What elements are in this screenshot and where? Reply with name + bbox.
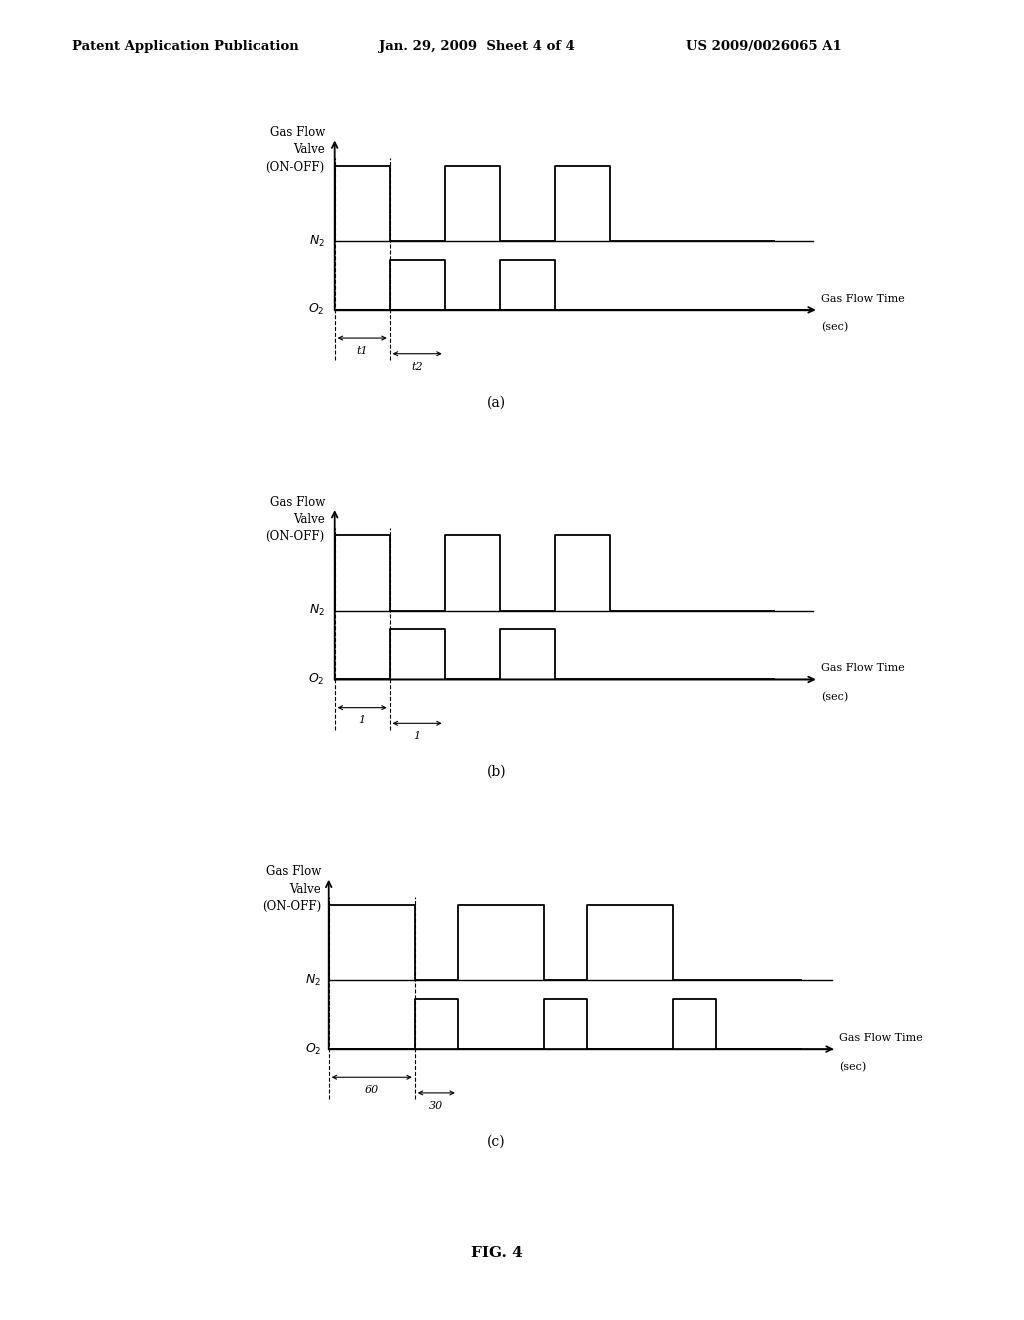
Text: Gas Flow: Gas Flow <box>269 127 325 139</box>
Text: Gas Flow Time: Gas Flow Time <box>821 293 905 304</box>
Text: (b): (b) <box>486 766 507 779</box>
Text: $N_2$: $N_2$ <box>305 973 321 987</box>
Text: Gas Flow Time: Gas Flow Time <box>839 1032 923 1043</box>
Text: Gas Flow: Gas Flow <box>269 496 325 508</box>
Text: Valve: Valve <box>289 883 321 895</box>
Text: 1: 1 <box>414 731 421 741</box>
Text: FIG. 4: FIG. 4 <box>471 1246 522 1259</box>
Text: Jan. 29, 2009  Sheet 4 of 4: Jan. 29, 2009 Sheet 4 of 4 <box>379 40 574 53</box>
Text: $O_2$: $O_2$ <box>308 672 325 686</box>
Text: (ON-OFF): (ON-OFF) <box>265 531 325 544</box>
Text: 60: 60 <box>365 1085 379 1096</box>
Text: (ON-OFF): (ON-OFF) <box>262 900 321 913</box>
Text: $O_2$: $O_2$ <box>308 302 325 317</box>
Text: (ON-OFF): (ON-OFF) <box>265 161 325 174</box>
Text: Gas Flow: Gas Flow <box>265 866 321 878</box>
Text: (a): (a) <box>487 396 506 409</box>
Text: Gas Flow Time: Gas Flow Time <box>821 663 905 673</box>
Text: Valve: Valve <box>293 144 325 156</box>
Text: t2: t2 <box>412 362 423 371</box>
Text: $N_2$: $N_2$ <box>309 234 325 248</box>
Text: (sec): (sec) <box>821 692 849 702</box>
Text: $N_2$: $N_2$ <box>309 603 325 618</box>
Text: US 2009/0026065 A1: US 2009/0026065 A1 <box>686 40 842 53</box>
Text: Patent Application Publication: Patent Application Publication <box>72 40 298 53</box>
Text: $O_2$: $O_2$ <box>304 1041 321 1056</box>
Text: (sec): (sec) <box>821 322 849 333</box>
Text: t1: t1 <box>356 346 368 356</box>
Text: Valve: Valve <box>293 513 325 525</box>
Text: 30: 30 <box>429 1101 443 1110</box>
Text: (sec): (sec) <box>839 1061 866 1072</box>
Text: (c): (c) <box>487 1135 506 1148</box>
Text: 1: 1 <box>358 715 366 726</box>
